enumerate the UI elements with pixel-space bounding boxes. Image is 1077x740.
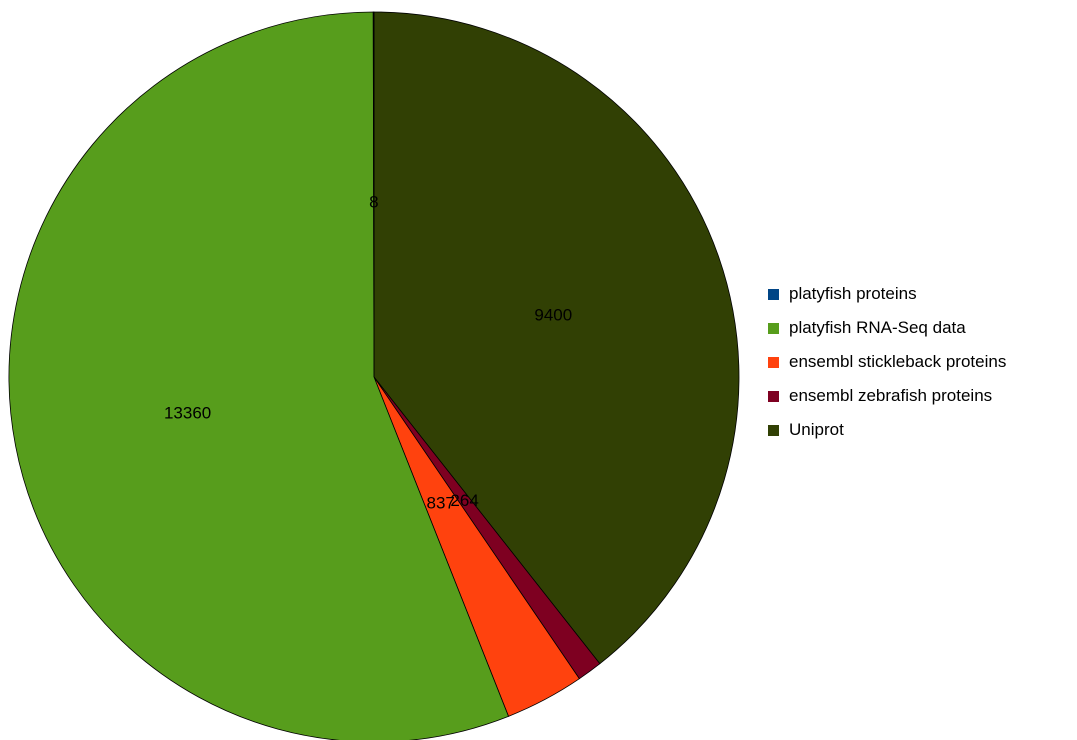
legend-item: Uniprot [768,413,1006,447]
slice-value-label: 264 [450,491,478,510]
slice-value-label: 9400 [534,305,572,324]
pie-slice-platyfish-rna-seq-data [8,11,510,740]
slice-value-label: 13360 [164,403,211,422]
legend-item: platyfish proteins [768,277,1006,311]
legend-swatch [768,424,779,436]
legend-label: platyfish RNA-Seq data [789,318,966,337]
slice-value-label: 8 [369,192,378,211]
legend-item: platyfish RNA-Seq data [768,311,1006,345]
legend-label: ensembl zebrafish proteins [789,386,993,405]
pie-slice-uniprot [373,11,740,665]
pie-slices [8,11,740,740]
legend-swatch [768,356,779,368]
chart-legend: platyfish proteins platyfish RNA-Seq data… [768,277,1006,447]
legend-label: platyfish proteins [789,284,917,303]
slice-value-label: 837 [427,493,455,512]
legend-label: ensembl stickleback proteins [789,352,1007,371]
legend-swatch [768,288,779,300]
legend-swatch [768,390,779,402]
legend-item: ensembl zebrafish proteins [768,379,1006,413]
legend-swatch [768,322,779,334]
pie-slice-platyfish-proteins [372,11,375,378]
legend-label: Uniprot [789,420,844,439]
legend-item: ensembl stickleback proteins [768,345,1006,379]
